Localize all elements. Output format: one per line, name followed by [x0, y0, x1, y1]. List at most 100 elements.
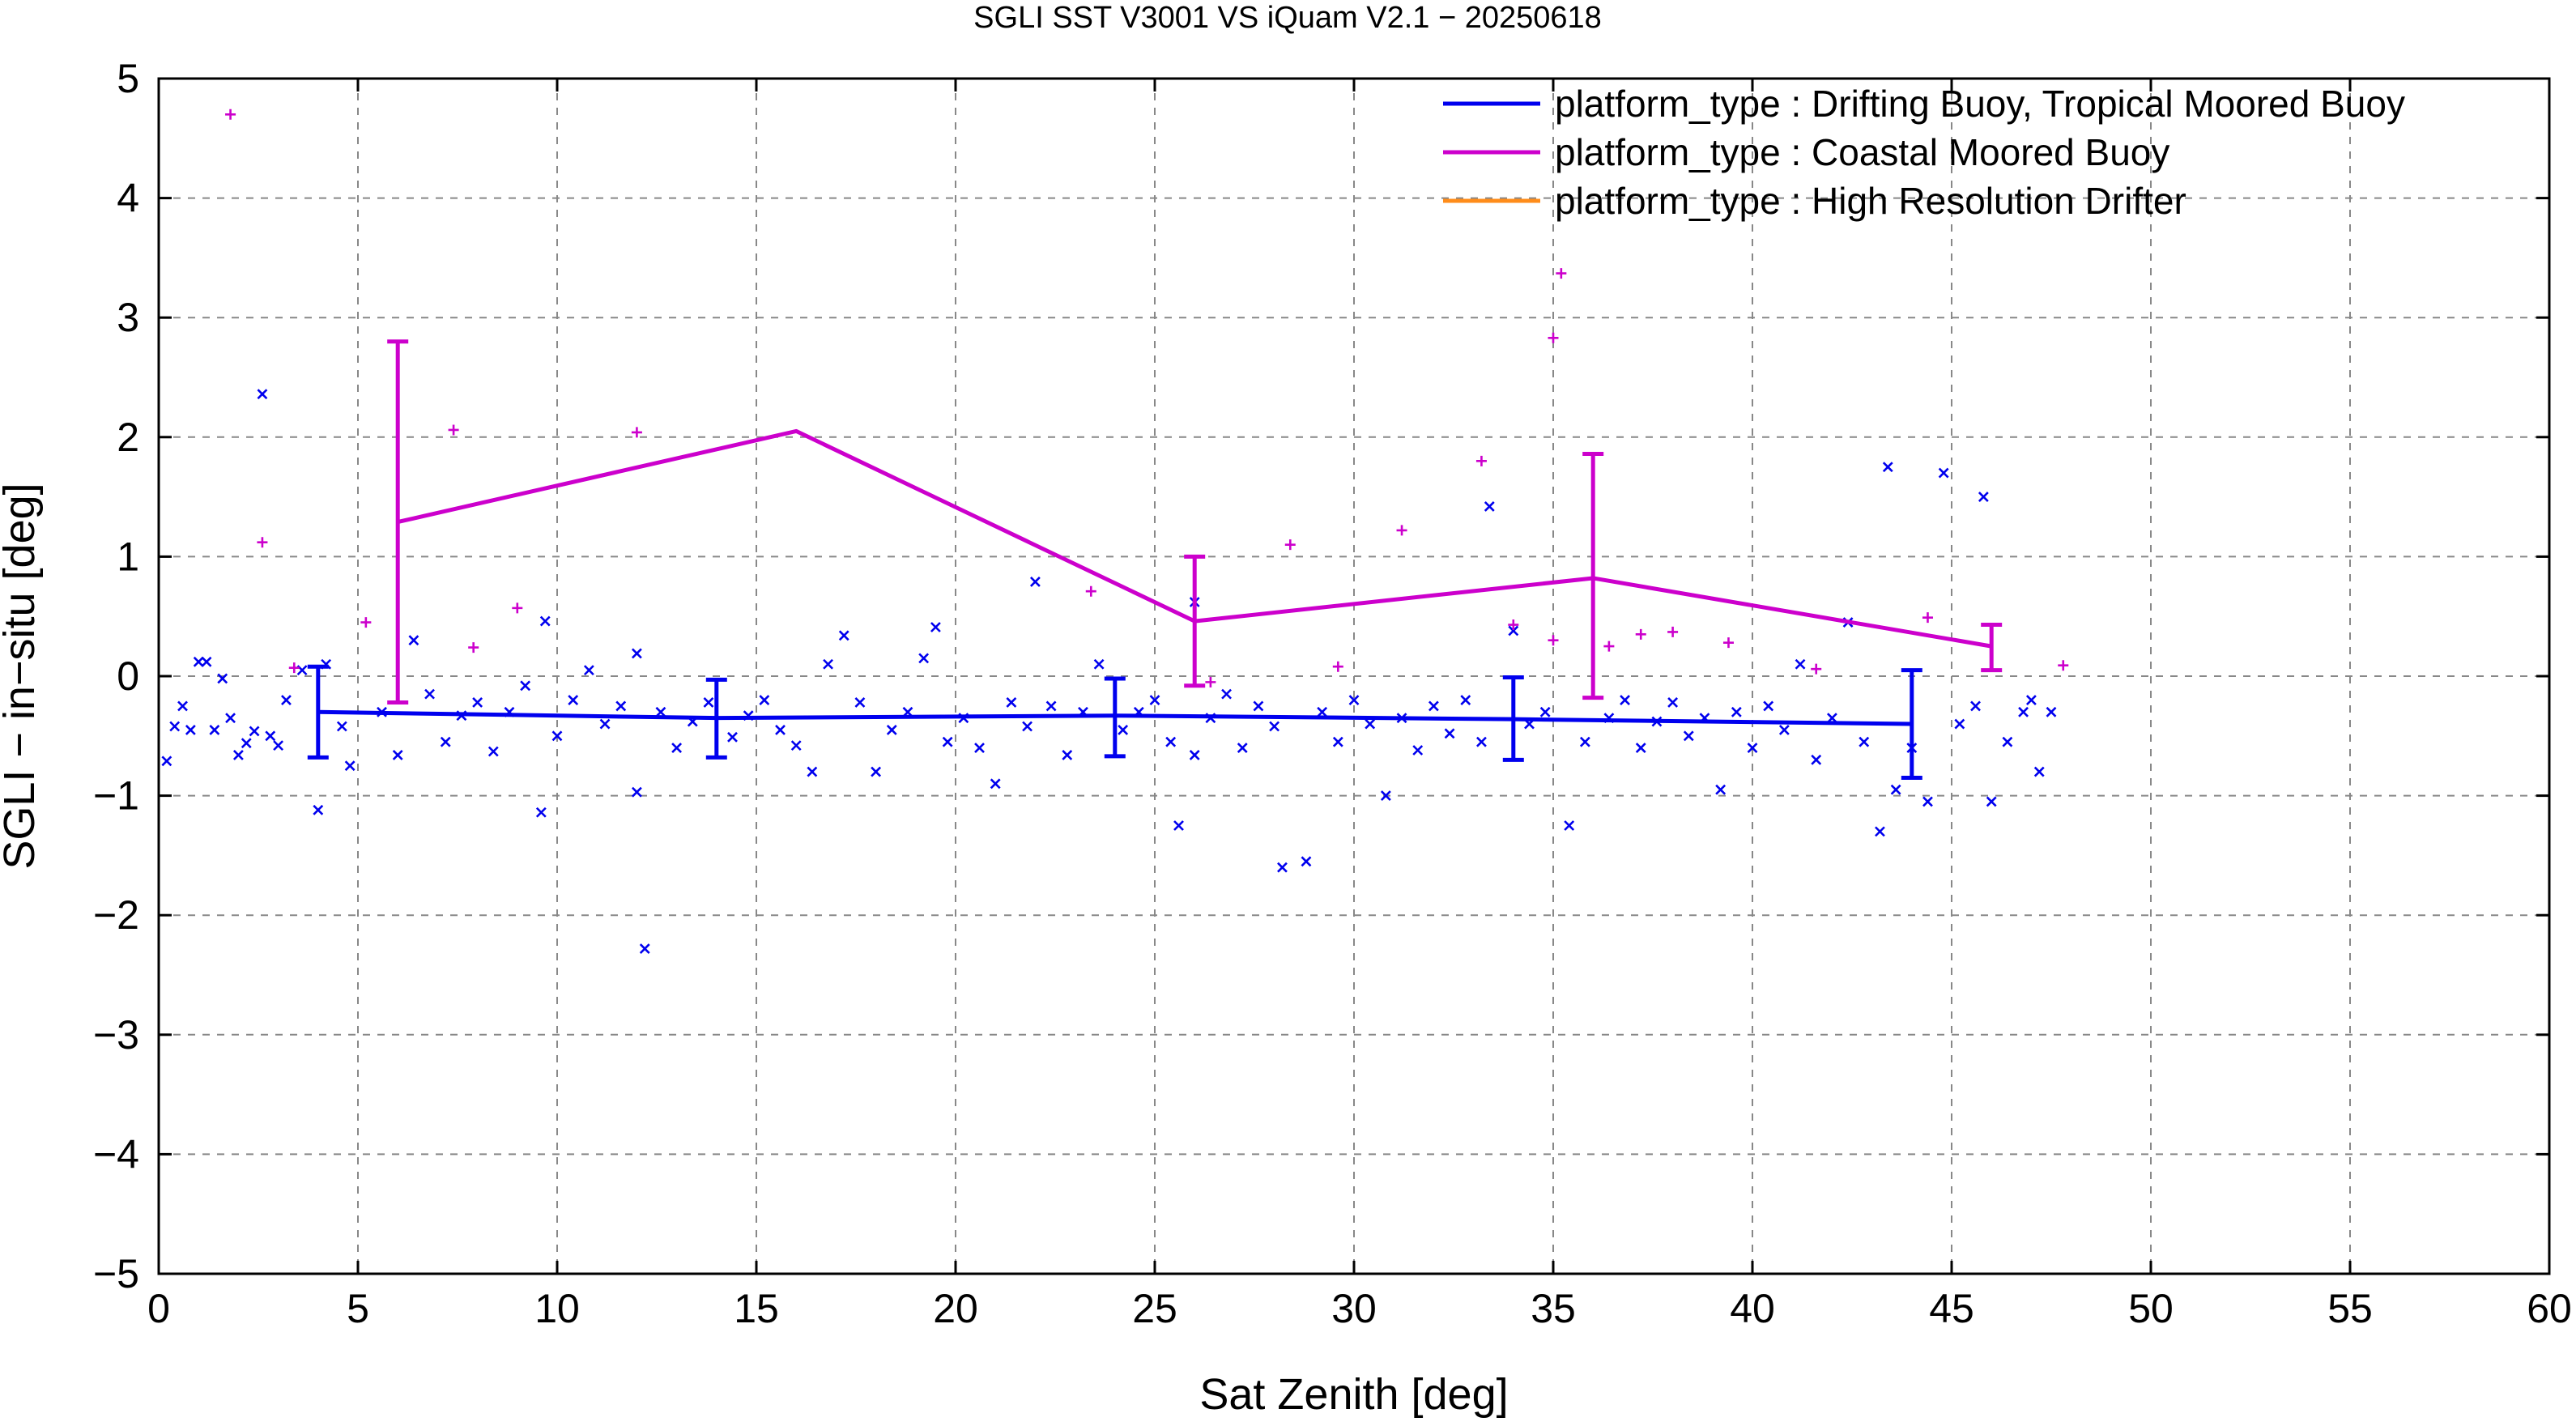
x-tick-label: 30 [1331, 1286, 1377, 1331]
data-point-x-marker [520, 680, 531, 692]
data-point-x-marker [1890, 784, 1901, 795]
data-point-x-marker [854, 697, 866, 708]
x-tick-label: 55 [2327, 1286, 2373, 1331]
data-point-x-marker [1882, 462, 1893, 473]
data-point-x-marker [871, 766, 882, 777]
data-point-x-marker [1539, 706, 1551, 717]
data-point-x-marker [1022, 721, 1033, 732]
data-point-x-marker [655, 706, 666, 717]
data-point-x-marker [488, 746, 499, 757]
error-bar [1184, 554, 1206, 688]
data-point-x-marker [336, 721, 347, 732]
data-point-x-marker [1778, 725, 1790, 735]
data-point-x-marker [241, 738, 252, 749]
data-point-plus-marker [2058, 660, 2069, 671]
data-point-x-marker [161, 756, 172, 767]
y-tick-label: −4 [93, 1131, 139, 1177]
data-point-x-marker [1189, 749, 1200, 760]
data-point-plus-marker [1722, 637, 1734, 649]
data-point-x-marker [169, 721, 181, 732]
data-point-x-marker [472, 697, 483, 708]
x-tick-label: 45 [1929, 1286, 1974, 1331]
y-tick-label: 4 [117, 176, 139, 221]
x-tick-label: 20 [933, 1286, 978, 1331]
data-point-x-marker [2046, 706, 2057, 717]
data-point-plus-marker [1548, 635, 1559, 646]
data-point-plus-marker [631, 427, 642, 438]
data-point-x-marker [1795, 658, 1806, 670]
data-point-x-marker [1460, 695, 1471, 705]
data-point-plus-marker [1556, 268, 1567, 279]
data-point-x-marker [1062, 749, 1073, 760]
data-point-plus-marker [1922, 612, 1933, 624]
data-point-plus-marker [257, 537, 268, 548]
data-point-x-marker [209, 725, 220, 735]
data-point-x-marker [1564, 820, 1575, 831]
data-point-x-marker [225, 713, 236, 724]
data-point-x-marker [1667, 697, 1679, 708]
data-point-x-marker [1922, 796, 1933, 807]
data-point-x-marker [440, 736, 451, 747]
data-point-x-marker [1301, 856, 1312, 867]
series-0 [161, 389, 2057, 954]
data-point-x-marker [2018, 706, 2029, 717]
data-point-x-marker [344, 760, 356, 772]
data-point-x-marker [1165, 736, 1177, 747]
data-point-x-marker [201, 656, 212, 667]
error-bar [705, 677, 727, 760]
data-point-x-marker [1954, 718, 1965, 730]
data-point-x-marker [2033, 766, 2045, 777]
x-tick-label: 40 [1730, 1286, 1775, 1331]
y-tick-label: −1 [93, 773, 139, 819]
error-bar [387, 339, 409, 704]
data-point-x-marker [2025, 695, 2037, 705]
data-point-x-marker [1029, 576, 1041, 587]
data-point-x-marker [1938, 467, 1949, 479]
grid [159, 79, 2549, 1274]
data-layer [161, 109, 2069, 954]
data-point-x-marker [1620, 695, 1630, 705]
error-bar [1981, 623, 2003, 673]
x-tick-label: 10 [534, 1286, 580, 1331]
data-point-plus-marker [1635, 628, 1646, 640]
data-point-x-marker [703, 697, 714, 708]
data-point-x-marker [535, 807, 547, 818]
legend-label-1: platform_type : Coastal Moored Buoy [1555, 131, 2169, 173]
data-point-x-marker [217, 673, 228, 684]
data-point-x-marker [1093, 658, 1105, 670]
data-point-x-marker [599, 718, 611, 730]
data-point-x-marker [1237, 743, 1248, 753]
error-bar [1502, 675, 1524, 762]
data-point-x-marker [1444, 728, 1455, 739]
series-1 [225, 109, 2069, 704]
data-point-x-marker [583, 665, 594, 676]
data-point-x-marker [193, 656, 204, 667]
data-point-x-marker [551, 730, 563, 742]
data-point-x-marker [1484, 500, 1495, 512]
y-tick-label: −5 [93, 1251, 139, 1296]
data-point-x-marker [759, 695, 770, 705]
data-point-plus-marker [1085, 585, 1096, 597]
data-point-x-marker [408, 635, 419, 646]
x-tick-label: 0 [147, 1286, 170, 1331]
data-point-x-marker [1875, 826, 1885, 837]
data-point-x-marker [1763, 700, 1774, 712]
data-point-x-marker [1173, 820, 1184, 831]
data-point-x-marker [918, 653, 930, 664]
data-point-x-marker [281, 695, 292, 705]
data-point-x-marker [886, 725, 897, 735]
data-point-x-marker [177, 700, 188, 712]
data-point-x-marker [1859, 736, 1870, 747]
data-point-x-marker [1970, 700, 1981, 712]
data-point-x-marker [1476, 736, 1487, 747]
data-point-plus-marker [1548, 332, 1559, 343]
data-point-plus-marker [1396, 525, 1407, 536]
data-point-plus-marker [288, 662, 300, 674]
error-bar [1582, 451, 1604, 700]
data-point-x-marker [273, 740, 284, 751]
data-point-x-marker [942, 736, 953, 747]
y-tick-label: 1 [117, 534, 139, 579]
data-point-plus-marker [1667, 626, 1679, 637]
